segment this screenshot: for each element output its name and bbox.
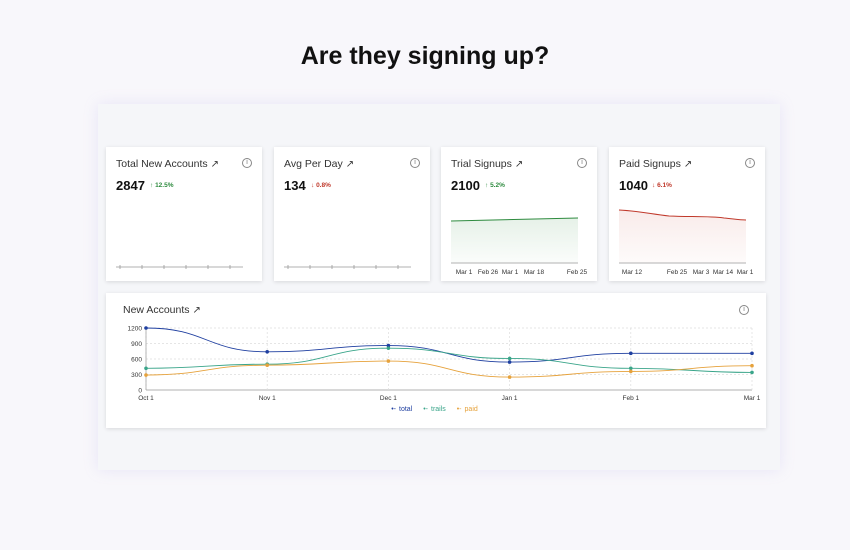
new-accounts-line-chart: 0 300 600 900 1200 Oct 1 Nov 1 Dec 1 Jan 1 Feb 1 M…: [128, 326, 761, 403]
metric-delta: ↑ 12.5%: [150, 182, 174, 189]
y-tick-label: 600: [131, 357, 142, 364]
external-link-icon[interactable]: ↗: [210, 159, 220, 170]
data-point-paid: [629, 369, 633, 374]
metric-value: 2847: [116, 178, 145, 193]
chart-title[interactable]: New Accounts ↗: [123, 304, 201, 316]
x-tick-label: Oct 1: [138, 395, 154, 402]
card-title[interactable]: Avg Per Day ↗: [284, 158, 355, 170]
legend-item-paid[interactable]: •‑ paid: [456, 406, 478, 413]
sparkline-trial: Mar 1 Feb 26 Mar 1 Mar 18 Feb 25: [450, 217, 588, 276]
tick-label: Feb 25: [667, 269, 688, 276]
x-tick-label: Mar 1: [744, 395, 761, 402]
data-point-total: [144, 326, 148, 330]
data-point-paid: [750, 363, 754, 368]
x-tick-label: Feb 1: [622, 395, 639, 402]
legend-item-total[interactable]: •‑ total: [391, 406, 413, 413]
arrow-up-icon: ↑: [485, 182, 489, 189]
legend-item-trails[interactable]: •‑ trails: [423, 406, 446, 413]
arrow-down-icon: ↓: [652, 182, 656, 189]
card-title[interactable]: Paid Signups ↗: [619, 158, 693, 170]
data-point-total: [750, 351, 754, 356]
tick-label: Mar 14: [713, 269, 734, 276]
arrow-up-icon: ↑: [150, 182, 154, 189]
external-link-icon[interactable]: ↗: [514, 159, 524, 170]
card-new-accounts-chart: New Accounts ↗ i 0 300 600 900 1200 Oct 1 Nov 1…: [106, 293, 766, 428]
sparkline-line: [450, 217, 579, 222]
metric-delta: ↓ 6.1%: [652, 182, 672, 189]
info-icon[interactable]: i: [242, 158, 252, 168]
info-icon[interactable]: i: [410, 158, 420, 168]
metric-delta: ↑ 5.2%: [485, 182, 505, 189]
sparkline-empty: [284, 265, 411, 269]
x-tick-label: Jan 1: [502, 395, 518, 402]
page-title: Are they signing up?: [300, 42, 550, 70]
info-icon[interactable]: i: [739, 305, 749, 315]
tick-label: Mar 1: [456, 269, 473, 276]
sparkline-empty: [116, 265, 243, 269]
data-point-paid: [144, 373, 148, 377]
sparkline-area: [619, 210, 746, 263]
data-point-paid: [386, 359, 391, 363]
data-point-total: [265, 349, 269, 354]
external-link-icon[interactable]: ↗: [192, 305, 201, 316]
series-line-trails: [145, 347, 753, 373]
tick-label: Feb 25: [567, 269, 588, 276]
y-tick-label: 900: [131, 341, 142, 348]
external-link-icon[interactable]: ↗: [345, 159, 355, 170]
tick-label: Mar 18: [524, 269, 545, 276]
tick-label: Feb 26: [478, 269, 499, 276]
tick-label: Mar 1: [737, 269, 754, 276]
data-point-paid: [265, 363, 269, 367]
card-avg-per-day: Avg Per Day ↗ i 134 ↓ 0.8%: [274, 147, 430, 281]
tick-label: Mar 12: [622, 269, 643, 276]
card-trial-signups: Trial Signups ↗ i 2100 ↑ 5.2% Mar 1 Feb 2…: [441, 147, 597, 281]
metric-value: 134: [284, 178, 306, 193]
series-line-total: [145, 327, 752, 363]
sparkline-line: [618, 209, 747, 221]
sparkline-paid: Mar 12 Feb 25 Mar 3 Mar 14 Mar 1: [618, 209, 754, 276]
card-title[interactable]: Total New Accounts ↗: [116, 158, 220, 170]
card-total-new-accounts: Total New Accounts ↗ i 2847 ↑ 12.5%: [106, 147, 262, 281]
card-title[interactable]: Trial Signups ↗: [451, 158, 524, 170]
data-point-trails: [144, 366, 148, 371]
arrow-down-icon: ↓: [311, 182, 315, 189]
external-link-icon[interactable]: ↗: [683, 159, 693, 170]
metric-value: 2100: [451, 178, 480, 193]
metric-value: 1040: [619, 178, 648, 193]
y-tick-label: 0: [138, 388, 142, 395]
x-tick-label: Nov 1: [259, 395, 276, 402]
sparkline-area: [451, 218, 578, 263]
dashboard-panel: Total New Accounts ↗ i 2847 ↑ 12.5% Avg P…: [98, 104, 780, 470]
y-tick-label: 1200: [128, 326, 143, 333]
card-paid-signups: Paid Signups ↗ i 1040 ↓ 6.1% Mar 12 Feb 2…: [609, 147, 765, 281]
data-point-trails: [629, 366, 633, 371]
data-point-total: [386, 343, 391, 348]
x-tick-label: Dec 1: [380, 395, 397, 402]
y-tick-label: 300: [131, 372, 142, 379]
info-icon[interactable]: i: [577, 158, 587, 168]
data-point-trails: [507, 356, 512, 361]
data-point-total: [629, 351, 633, 356]
chart-legend: •‑ total •‑ trails •‑ paid: [106, 406, 766, 413]
data-point-trails: [386, 346, 391, 350]
tick-label: Mar 3: [693, 269, 710, 276]
data-point-total: [507, 360, 512, 364]
series-line-paid: [145, 360, 753, 378]
info-icon[interactable]: i: [745, 158, 755, 168]
metric-delta: ↓ 0.8%: [311, 182, 331, 189]
data-point-paid: [507, 375, 512, 379]
data-point-trails: [750, 370, 754, 375]
tick-label: Mar 1: [502, 269, 519, 276]
